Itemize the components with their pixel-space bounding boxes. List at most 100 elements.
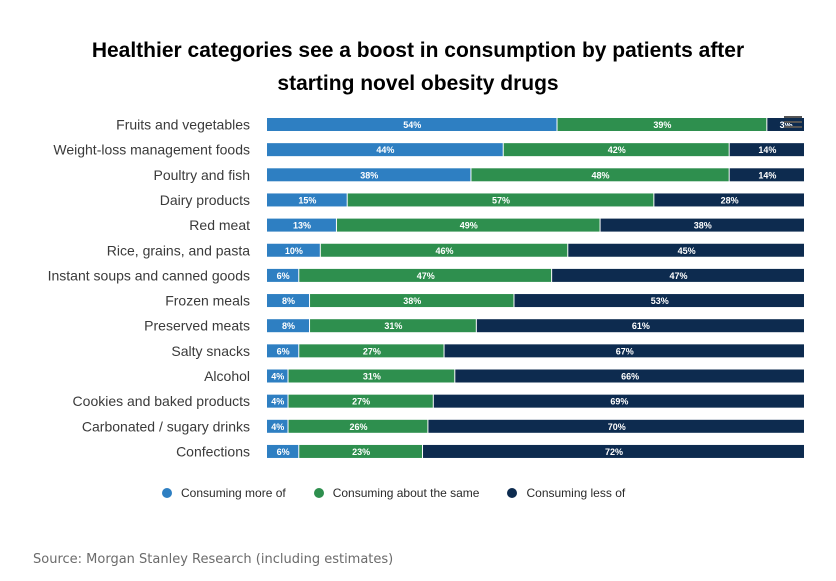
bar-segment — [654, 193, 804, 207]
data-label: 47% — [417, 271, 435, 281]
chart-legend: Consuming more of Consuming about the sa… — [162, 485, 653, 501]
bar-segment — [310, 319, 476, 333]
bar-segment — [320, 243, 568, 257]
bar-segment — [299, 344, 444, 358]
legend-label-less: Consuming less of — [526, 486, 626, 500]
bar-segment — [288, 394, 433, 408]
bar-segment — [557, 118, 767, 131]
data-label: 14% — [758, 145, 776, 155]
bar-segment — [423, 444, 804, 458]
data-label: 42% — [608, 145, 626, 155]
category-label: Rice, grains, and pasta — [107, 242, 250, 258]
bar-segment — [267, 369, 288, 383]
bar-segment — [267, 118, 557, 131]
legend-swatch-same — [313, 488, 324, 498]
bar-segment — [444, 344, 804, 358]
bar-segment — [267, 419, 288, 433]
bar-segment — [267, 444, 299, 458]
data-label: 48% — [592, 170, 610, 180]
category-label: Carbonated / sugary drinks — [82, 418, 250, 434]
data-label: 23% — [352, 447, 370, 457]
data-label: 6% — [277, 447, 290, 457]
bar-segment — [568, 243, 804, 257]
category-label: Poultry and fish — [154, 167, 251, 183]
data-label: 14% — [758, 170, 776, 180]
data-label: 4% — [271, 372, 284, 382]
bar-segment — [347, 193, 654, 207]
data-label: 13% — [293, 221, 311, 231]
bar-segment — [267, 294, 310, 308]
bar-segment — [267, 218, 336, 232]
data-label: 67% — [616, 346, 634, 356]
data-label: 57% — [492, 195, 510, 205]
category-label: Instant soups and canned goods — [48, 267, 250, 283]
bar-segment — [299, 444, 423, 458]
chart-title: Healthier categories see a boost in cons… — [0, 34, 836, 100]
data-label: 8% — [282, 321, 295, 331]
bar-segment — [267, 344, 299, 358]
bar-segment — [729, 143, 804, 157]
category-label: Dairy products — [160, 192, 250, 208]
data-label: 66% — [621, 372, 639, 382]
data-label: 27% — [352, 397, 370, 407]
legend-item-less: Consuming less of — [507, 486, 625, 500]
data-label: 49% — [460, 221, 478, 231]
data-label: 15% — [298, 195, 316, 205]
data-label: 61% — [632, 321, 650, 331]
category-label: Frozen meals — [165, 293, 250, 309]
bar-segment — [267, 168, 471, 182]
data-label: 38% — [694, 221, 712, 231]
bar-segment — [267, 143, 503, 157]
data-label: 53% — [651, 296, 669, 306]
data-label: 28% — [721, 195, 739, 205]
chart-title-line-2: starting novel obesity drugs — [277, 72, 559, 95]
legend-label-more: Consuming more of — [181, 486, 286, 500]
data-label: 26% — [349, 422, 367, 432]
category-label: Weight-loss management foods — [53, 142, 250, 158]
bar-segment — [299, 268, 552, 282]
data-label: 69% — [610, 397, 628, 407]
data-label: 8% — [282, 296, 295, 306]
data-label: 38% — [360, 170, 378, 180]
data-label: 4% — [271, 397, 284, 407]
category-label: Preserved meats — [144, 318, 250, 334]
legend-label-same: Consuming about the same — [332, 486, 480, 500]
data-label: 54% — [403, 120, 421, 130]
data-label: 46% — [436, 246, 454, 256]
category-label: Salty snacks — [171, 343, 250, 359]
chart-menu-icon[interactable] — [782, 115, 804, 129]
data-label: 39% — [653, 120, 671, 130]
source-note: Source: Morgan Stanley Research (includi… — [33, 552, 394, 567]
bar-segment — [471, 168, 729, 182]
bar-segment — [267, 394, 288, 408]
bar-segment — [514, 294, 804, 308]
legend-item-more: Consuming more of — [162, 486, 286, 500]
data-label: 6% — [277, 346, 290, 356]
bar-segment — [336, 218, 600, 232]
bar-segment — [476, 319, 804, 333]
legend-swatch-more — [162, 488, 172, 498]
data-label: 3% — [780, 120, 793, 130]
bar-segment — [433, 394, 804, 408]
chart-title-line-1: Healthier categories see a boost in cons… — [91, 39, 745, 62]
category-label: Confections — [176, 443, 250, 459]
data-label: 27% — [363, 346, 381, 356]
data-label: 38% — [403, 296, 421, 306]
bar-segment — [267, 243, 320, 257]
bar-segment — [288, 419, 428, 433]
data-label: 31% — [363, 372, 381, 382]
data-label: 6% — [277, 271, 290, 281]
bar-segment — [267, 193, 347, 207]
category-label: Cookies and baked products — [73, 393, 250, 409]
data-label: 45% — [678, 246, 696, 256]
bar-segment — [455, 369, 804, 383]
data-label: 70% — [608, 422, 626, 432]
data-label: 44% — [376, 145, 394, 155]
legend-item-same: Consuming about the same — [313, 486, 480, 500]
bar-segment — [428, 419, 804, 433]
data-label: 31% — [384, 321, 402, 331]
data-label: 10% — [285, 246, 303, 256]
legend-swatch-less — [507, 488, 518, 498]
bar-segment — [267, 268, 299, 282]
data-label: 72% — [605, 447, 623, 457]
